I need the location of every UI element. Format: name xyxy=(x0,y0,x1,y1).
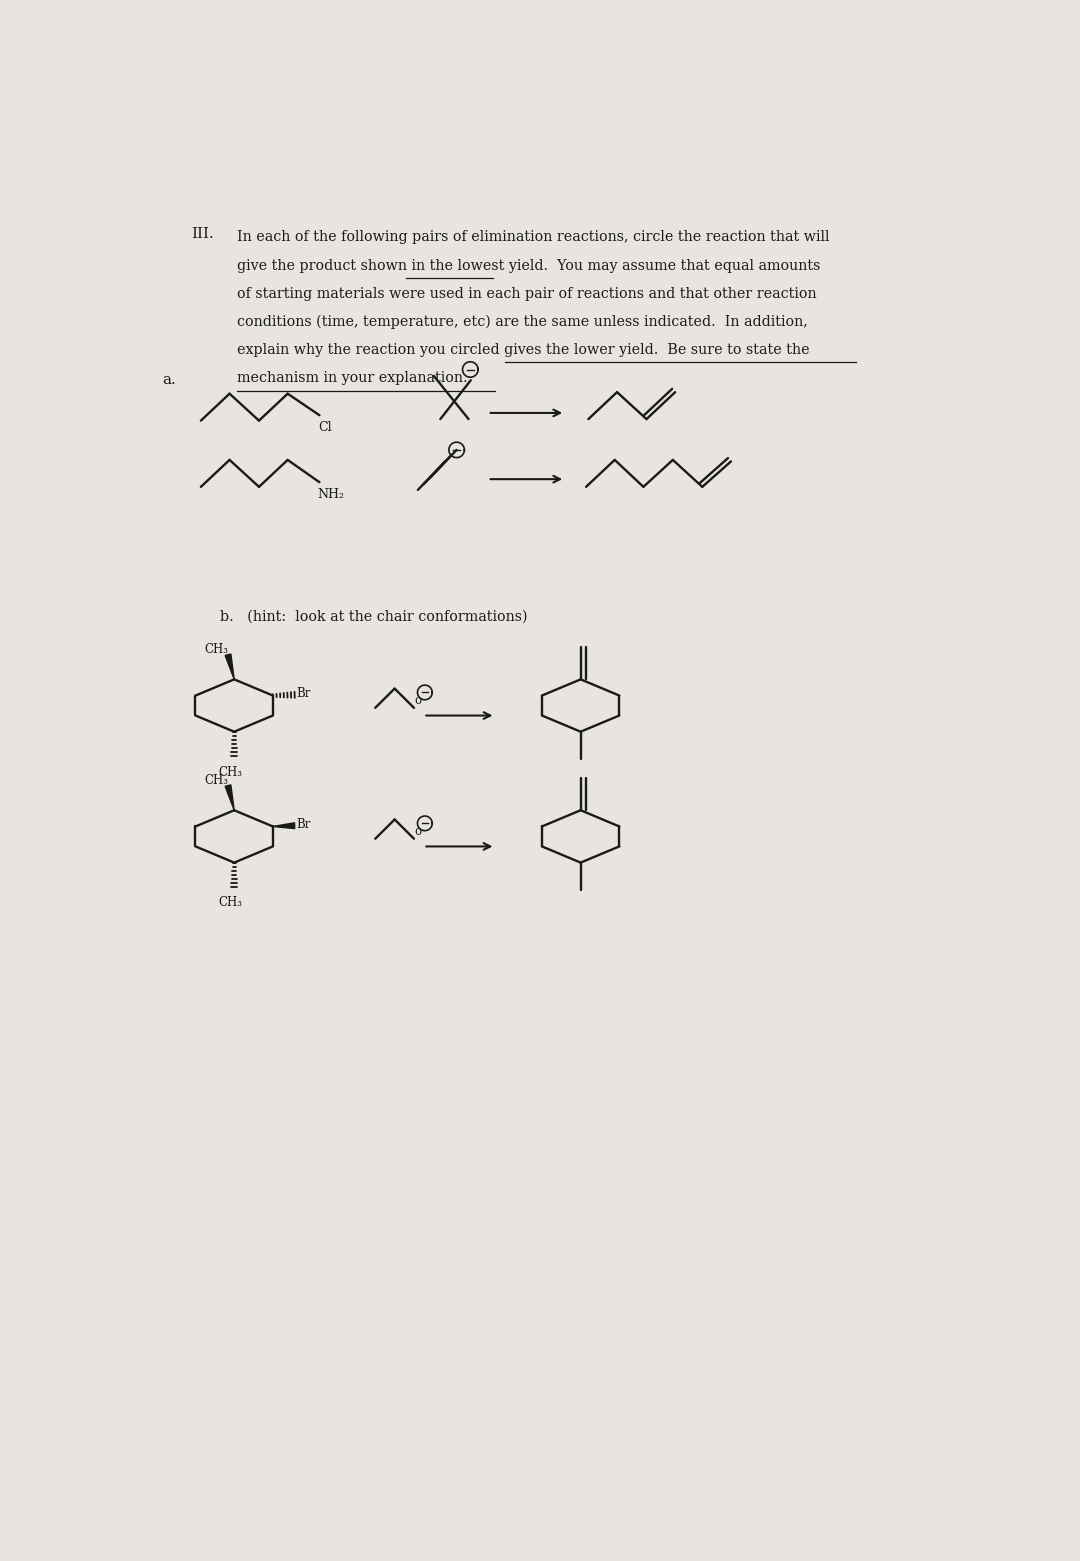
Text: NH₂: NH₂ xyxy=(318,489,345,501)
Text: of starting materials were used in each pair of reactions and that other reactio: of starting materials were used in each … xyxy=(238,287,816,301)
Text: Br: Br xyxy=(296,687,311,699)
Text: explain why the reaction you circled gives the lower yield.  Be sure to state th: explain why the reaction you circled giv… xyxy=(238,343,810,357)
Text: conditions (time, temperature, etc) are the same unless indicated.  In addition,: conditions (time, temperature, etc) are … xyxy=(238,315,808,329)
Text: III.: III. xyxy=(191,226,214,240)
Text: CH₃: CH₃ xyxy=(218,765,243,779)
Text: give the product shown in the lowest yield.  You may assume that equal amounts: give the product shown in the lowest yie… xyxy=(238,259,821,273)
Text: Br: Br xyxy=(296,818,311,830)
Text: a.: a. xyxy=(162,373,176,387)
Text: CH₃: CH₃ xyxy=(205,643,229,656)
Text: CH₃: CH₃ xyxy=(218,896,243,910)
Polygon shape xyxy=(225,785,234,810)
Text: In each of the following pairs of elimination reactions, circle the reaction tha: In each of the following pairs of elimin… xyxy=(238,231,829,245)
Polygon shape xyxy=(225,654,234,679)
Text: o: o xyxy=(414,695,421,707)
Text: o: o xyxy=(414,824,421,838)
Text: CH₃: CH₃ xyxy=(205,774,229,787)
Text: mechanism in your explanation.: mechanism in your explanation. xyxy=(238,372,468,386)
Text: Cl: Cl xyxy=(318,421,332,434)
Text: b.   (hint:  look at the chair conformations): b. (hint: look at the chair conformation… xyxy=(220,610,528,624)
Polygon shape xyxy=(273,823,295,829)
